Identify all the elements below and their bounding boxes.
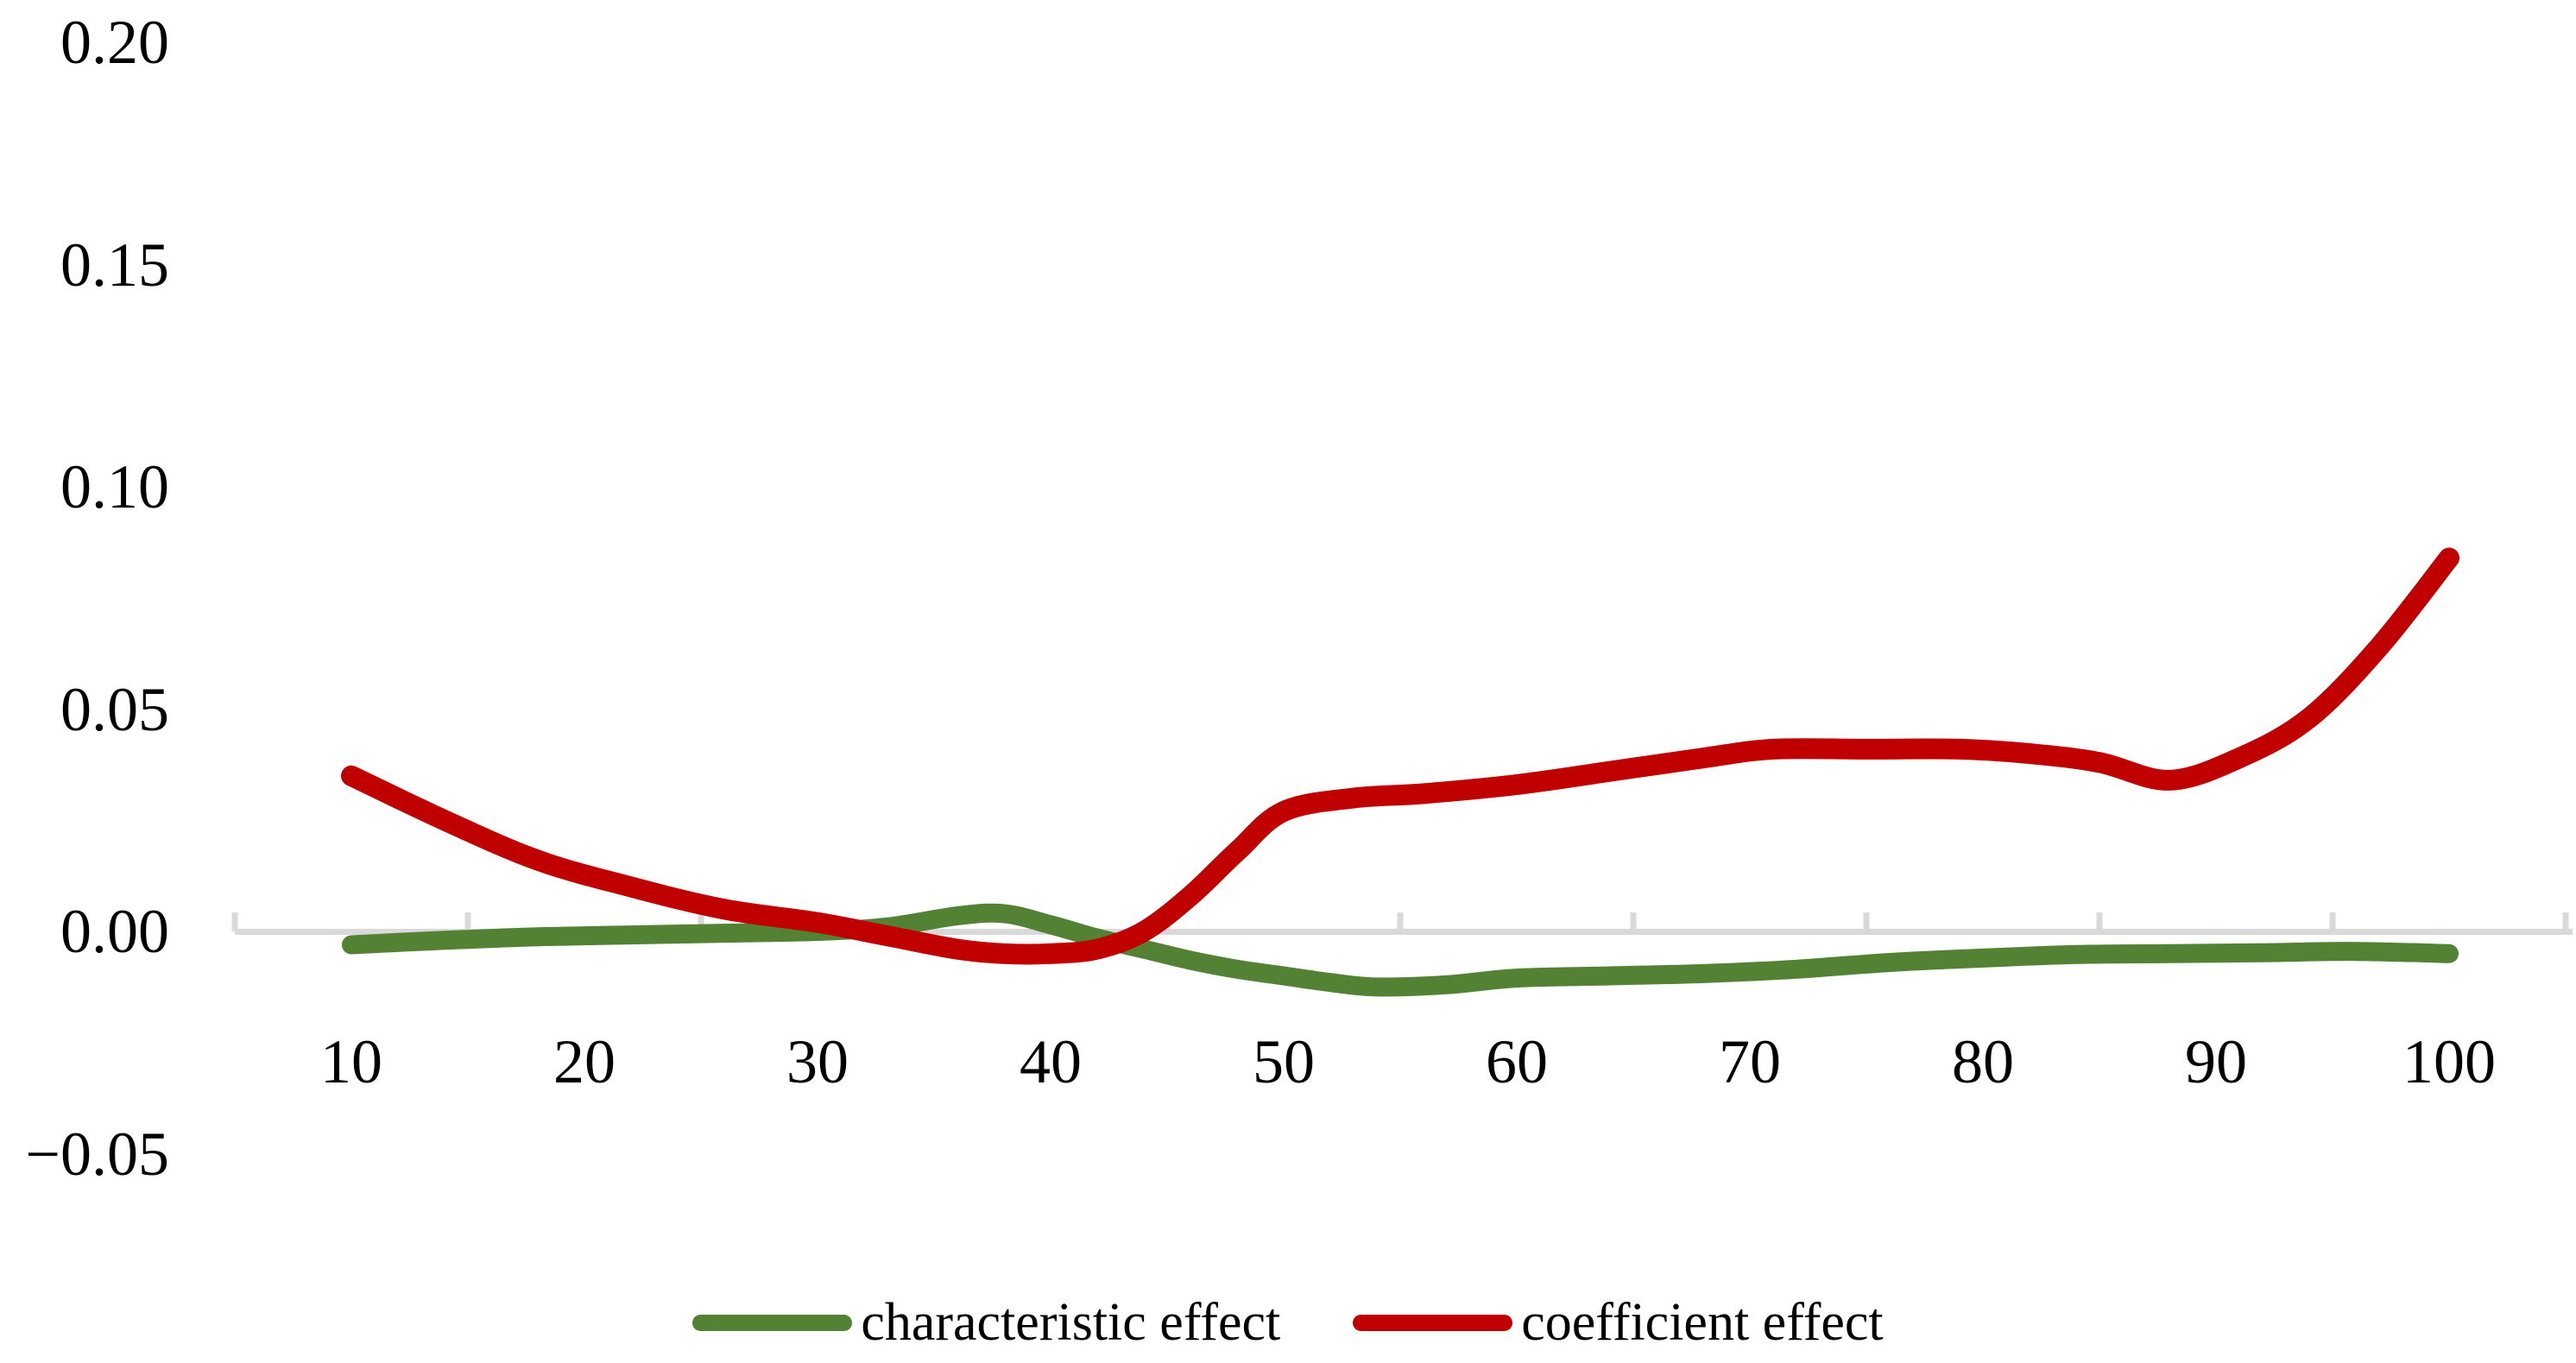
legend-item-coefficient-effect: coefficient effect bbox=[1353, 1291, 1884, 1354]
y-axis-label: 0.05 bbox=[60, 674, 169, 744]
y-axis-label: 0.00 bbox=[60, 897, 169, 966]
x-axis-label: 90 bbox=[2185, 1027, 2247, 1096]
characteristic-effect-swatch-icon bbox=[692, 1314, 853, 1331]
series-lines bbox=[341, 547, 2459, 997]
x-axis-label: 50 bbox=[1253, 1027, 1315, 1096]
legend-item-characteristic-effect: characteristic effect bbox=[692, 1291, 1280, 1354]
x-axis-label: 60 bbox=[1486, 1027, 1548, 1096]
legend: characteristic effect coefficient effect bbox=[0, 1291, 2576, 1354]
y-axis-label: 0.20 bbox=[60, 8, 169, 77]
x-axis-label: 70 bbox=[1719, 1027, 1781, 1096]
x-axis-label: 80 bbox=[1952, 1027, 2014, 1096]
legend-label: coefficient effect bbox=[1521, 1293, 1884, 1352]
coefficient-effect-swatch-icon bbox=[1353, 1314, 1513, 1331]
x-axis-label: 10 bbox=[320, 1027, 382, 1096]
coefficient-effect-line bbox=[341, 547, 2459, 965]
x-axis-label: 30 bbox=[786, 1027, 849, 1096]
characteristic-effect-line bbox=[342, 903, 2459, 997]
x-axis-label: 40 bbox=[1020, 1027, 1082, 1096]
y-axis-label: −0.05 bbox=[25, 1119, 169, 1189]
y-axis-label: 0.10 bbox=[60, 452, 169, 521]
legend-label: characteristic effect bbox=[861, 1293, 1281, 1352]
x-axis-label: 20 bbox=[553, 1027, 616, 1096]
x-axis-label: 100 bbox=[2402, 1027, 2496, 1096]
y-axis-label: 0.15 bbox=[60, 230, 169, 300]
